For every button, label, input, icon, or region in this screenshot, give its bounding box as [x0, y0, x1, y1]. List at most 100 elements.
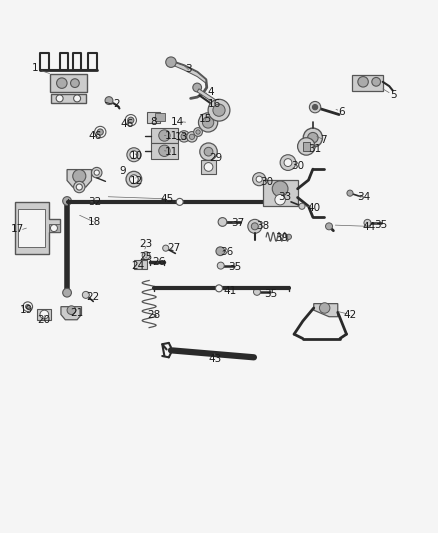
Text: 8: 8	[150, 117, 157, 127]
Text: 28: 28	[147, 310, 160, 319]
Polygon shape	[67, 169, 92, 187]
Circle shape	[56, 95, 63, 102]
Circle shape	[286, 234, 291, 239]
Polygon shape	[352, 75, 383, 91]
Text: 45: 45	[160, 194, 173, 204]
Circle shape	[63, 197, 71, 205]
Circle shape	[95, 126, 106, 138]
Text: 24: 24	[131, 261, 145, 271]
Circle shape	[204, 163, 213, 171]
Circle shape	[358, 77, 368, 87]
Circle shape	[251, 223, 258, 230]
Text: 31: 31	[308, 144, 321, 155]
Circle shape	[142, 252, 150, 260]
Text: 16: 16	[208, 99, 221, 109]
Circle shape	[193, 83, 201, 92]
Text: 39: 39	[275, 233, 288, 243]
Text: 21: 21	[71, 308, 84, 318]
Bar	[155, 113, 165, 121]
Circle shape	[204, 147, 213, 156]
Circle shape	[200, 143, 217, 160]
Circle shape	[130, 175, 138, 183]
Text: 18: 18	[88, 217, 101, 227]
Circle shape	[187, 132, 197, 142]
Text: 35: 35	[374, 220, 387, 230]
Text: 7: 7	[321, 135, 327, 145]
Circle shape	[74, 95, 81, 102]
Text: 36: 36	[220, 247, 233, 257]
Text: 27: 27	[167, 243, 180, 253]
Circle shape	[194, 128, 202, 136]
Circle shape	[309, 101, 321, 113]
Circle shape	[159, 130, 170, 141]
Circle shape	[275, 195, 286, 205]
Circle shape	[319, 303, 330, 313]
Polygon shape	[61, 306, 81, 320]
Circle shape	[254, 288, 261, 295]
Polygon shape	[151, 128, 177, 143]
Text: 4: 4	[207, 87, 214, 97]
Bar	[50, 75, 87, 92]
Circle shape	[57, 78, 67, 88]
Text: 32: 32	[88, 197, 101, 207]
Text: 35: 35	[264, 288, 277, 298]
Circle shape	[23, 302, 32, 311]
Polygon shape	[151, 143, 177, 159]
Polygon shape	[49, 224, 60, 232]
Text: 40: 40	[307, 203, 321, 213]
Circle shape	[303, 128, 322, 147]
Circle shape	[299, 203, 305, 209]
Text: 25: 25	[139, 252, 153, 262]
Circle shape	[196, 130, 200, 134]
Text: 9: 9	[120, 166, 126, 176]
Circle shape	[76, 184, 82, 190]
Text: 30: 30	[291, 161, 304, 171]
Text: 22: 22	[86, 292, 99, 302]
Circle shape	[126, 171, 142, 187]
Circle shape	[364, 220, 371, 227]
Circle shape	[159, 145, 170, 157]
Circle shape	[50, 224, 57, 231]
Text: 46: 46	[88, 131, 101, 141]
Circle shape	[213, 104, 225, 116]
Circle shape	[347, 190, 353, 196]
Circle shape	[181, 133, 187, 140]
Circle shape	[71, 79, 79, 87]
Polygon shape	[314, 304, 338, 317]
Text: 20: 20	[37, 315, 50, 325]
Circle shape	[40, 310, 49, 319]
Text: 30: 30	[261, 177, 274, 187]
Text: 34: 34	[357, 192, 371, 201]
Circle shape	[202, 117, 214, 128]
Bar	[303, 142, 310, 151]
Circle shape	[127, 148, 141, 161]
Text: 6: 6	[338, 107, 345, 117]
Circle shape	[253, 173, 266, 185]
Polygon shape	[197, 89, 215, 103]
Text: 35: 35	[228, 262, 241, 272]
Circle shape	[130, 151, 138, 159]
Text: 38: 38	[256, 221, 269, 231]
Circle shape	[297, 138, 315, 155]
Text: 11: 11	[164, 132, 177, 141]
Text: 1: 1	[32, 63, 39, 73]
Circle shape	[105, 96, 113, 104]
Text: 41: 41	[223, 286, 237, 296]
Bar	[51, 94, 86, 103]
Text: 17: 17	[11, 224, 24, 235]
Circle shape	[178, 131, 190, 142]
Circle shape	[92, 167, 102, 178]
Bar	[134, 260, 147, 269]
Text: 15: 15	[199, 114, 212, 124]
Circle shape	[128, 117, 134, 123]
Circle shape	[208, 99, 230, 121]
Circle shape	[63, 288, 71, 297]
Text: 44: 44	[362, 222, 375, 232]
Polygon shape	[263, 180, 297, 206]
Text: 46: 46	[121, 119, 134, 129]
Circle shape	[97, 129, 103, 135]
Bar	[37, 309, 51, 320]
Circle shape	[248, 220, 262, 233]
Circle shape	[25, 304, 30, 309]
Bar	[147, 112, 160, 123]
